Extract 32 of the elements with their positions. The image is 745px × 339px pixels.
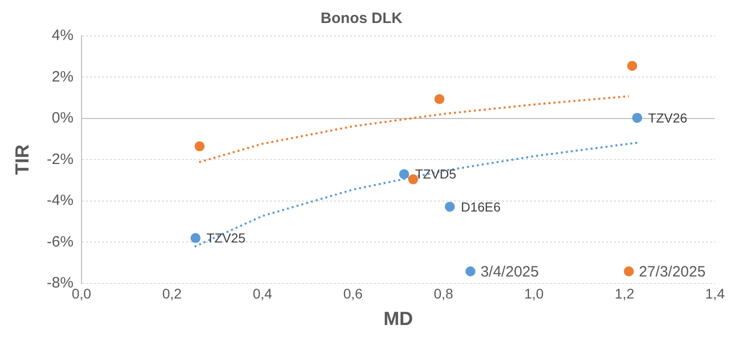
point (434, 94, 444, 104)
y-tick-label: -8% (46, 274, 74, 292)
point (190, 233, 201, 244)
y-tick-label: -4% (46, 192, 74, 210)
legend-label: 3/4/2025 (480, 264, 539, 281)
y-axis-title: TIR (12, 144, 34, 176)
point (444, 202, 455, 212)
line-series (194, 142, 640, 248)
legend-label: 27/3/2025 (638, 264, 706, 281)
y-tick-label: 4% (52, 27, 74, 44)
x-axis-title: MD (383, 308, 414, 330)
y-tick-label: -6% (46, 233, 74, 250)
point (632, 112, 642, 123)
annotation: TZV25 (206, 230, 246, 246)
y-tick-label: -2% (46, 150, 74, 168)
x-tick-label: 1,4 (705, 286, 725, 302)
line-series (198, 95, 630, 164)
point (194, 141, 205, 152)
y-tick-label: 2% (52, 68, 74, 86)
y-tick-label: 0% (52, 110, 74, 127)
chart-title: Bonos DLK (320, 10, 402, 28)
x-tick-label: 1,0 (524, 286, 544, 302)
x-tick-label: 1,2 (614, 286, 634, 302)
point (399, 169, 410, 180)
point (627, 60, 638, 71)
annotation: TZV26 (648, 110, 688, 126)
x-tick-label: 0,2 (162, 286, 182, 302)
x-tick-label: 0,4 (252, 286, 272, 302)
x-tick-label: 0,0 (72, 286, 92, 302)
annotation: D16E6 (460, 199, 501, 214)
x-tick-label: 0,8 (434, 286, 454, 302)
x-tick-label: 0,6 (343, 286, 363, 302)
